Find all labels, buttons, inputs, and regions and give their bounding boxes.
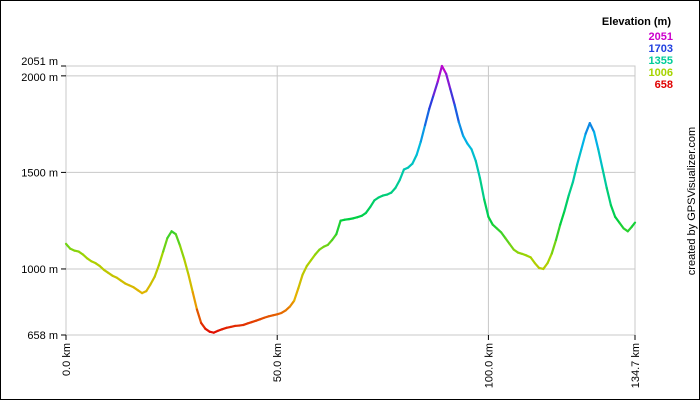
elevation-segment bbox=[581, 134, 585, 149]
elevation-segment bbox=[303, 266, 307, 275]
legend-entry: 1006 bbox=[649, 67, 673, 79]
elevation-segment bbox=[159, 252, 163, 266]
elevation-segment bbox=[586, 123, 590, 134]
elevation-segment bbox=[480, 178, 484, 199]
elevation-segment bbox=[607, 188, 611, 205]
elevation-segment bbox=[180, 246, 184, 260]
elevation-segment bbox=[425, 109, 429, 125]
elevation-segment bbox=[463, 136, 467, 144]
elevation-segment bbox=[455, 105, 459, 122]
legend-entry: 658 bbox=[655, 79, 673, 91]
elevation-segment bbox=[184, 259, 188, 274]
elevation-segment bbox=[594, 132, 598, 149]
elevation-segment bbox=[412, 155, 416, 164]
elevation-segment bbox=[459, 122, 463, 136]
elevation-segment bbox=[193, 292, 197, 309]
elevation-segment bbox=[442, 66, 446, 74]
legend-entry: 2051 bbox=[649, 31, 673, 43]
elevation-segment bbox=[163, 238, 167, 252]
x-tick-label: 134.7 km bbox=[630, 343, 642, 388]
elevation-segment bbox=[552, 240, 556, 254]
y-tick-label: 1500 m bbox=[21, 167, 58, 179]
grid-lines bbox=[66, 66, 635, 335]
elevation-segment bbox=[564, 196, 568, 211]
elevation-segment bbox=[146, 284, 150, 291]
elevation-segment bbox=[155, 265, 159, 277]
x-tick-label: 100.0 km bbox=[483, 343, 495, 388]
x-tick-label: 50.0 km bbox=[272, 343, 284, 382]
elevation-segment bbox=[476, 161, 480, 178]
elevation-segment bbox=[400, 170, 404, 181]
elevation-segment bbox=[573, 165, 577, 182]
elevation-segment bbox=[395, 180, 399, 188]
elevation-segment bbox=[294, 288, 298, 301]
y-tick-label: 1000 m bbox=[21, 264, 58, 276]
y-tick-label: 2051 m bbox=[21, 56, 58, 68]
elevation-segment bbox=[560, 211, 564, 225]
elevation-segment bbox=[548, 254, 552, 264]
elevation-segment bbox=[189, 275, 193, 292]
elevation-segment bbox=[176, 234, 180, 246]
x-axis-labels: 0.0 km 50.0 km 100.0 km 134.7 km bbox=[61, 335, 642, 388]
elevation-segment bbox=[417, 142, 421, 156]
elevation-segment bbox=[167, 231, 171, 238]
elevation-segment bbox=[488, 217, 492, 225]
elevation-segment bbox=[370, 200, 374, 207]
y-axis-labels: 658 m 1000 m 1500 m 2000 m 2051 m bbox=[21, 56, 66, 342]
elevation-segment bbox=[569, 182, 573, 196]
elevation-segment bbox=[556, 225, 560, 240]
elevation-segment bbox=[336, 221, 340, 235]
y-tick-label: 2000 m bbox=[21, 72, 58, 84]
elevation-segment bbox=[197, 310, 201, 324]
credit-text: created by GPSVisualizer.com bbox=[686, 127, 698, 275]
legend-title: Elevation (m) bbox=[602, 16, 671, 28]
elevation-segment bbox=[298, 275, 302, 289]
elevation-segment bbox=[484, 199, 488, 216]
elevation-segment bbox=[577, 149, 581, 164]
plot-area bbox=[66, 66, 635, 335]
elevation-segment bbox=[472, 149, 476, 161]
legend-entry: 1355 bbox=[649, 55, 673, 67]
elevation-segment bbox=[598, 149, 602, 168]
elevation-segment bbox=[421, 125, 425, 141]
elevation-segment bbox=[434, 82, 438, 96]
legend-entry: 1703 bbox=[649, 43, 673, 55]
elevation-segment bbox=[438, 66, 442, 82]
x-tick-label: 0.0 km bbox=[61, 343, 73, 376]
elevation-segment bbox=[611, 205, 615, 217]
elevation-segment bbox=[450, 89, 454, 104]
elevation-segment bbox=[150, 277, 154, 285]
elevation-segment bbox=[429, 95, 433, 109]
elevation-segment bbox=[602, 169, 606, 188]
elevation-segment bbox=[590, 123, 594, 132]
y-tick-label: 658 m bbox=[27, 330, 58, 342]
elevation-profile bbox=[66, 66, 635, 333]
